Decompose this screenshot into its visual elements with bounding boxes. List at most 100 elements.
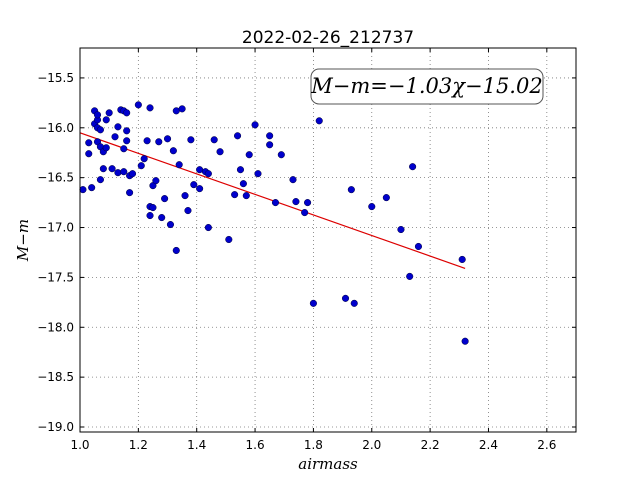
data-point — [134, 101, 142, 109]
x-tick-labels: 1.0 1.2 1.4 1.6 1.8 2.0 2.2 2.4 2.6 — [70, 438, 556, 452]
data-point — [236, 166, 245, 174]
data-point — [231, 191, 239, 199]
data-point — [105, 109, 113, 117]
data-point — [123, 109, 131, 117]
data-point — [242, 192, 250, 200]
grid — [79, 48, 576, 432]
x-tick-label: 1.2 — [129, 438, 148, 452]
data-point — [190, 181, 198, 189]
data-point — [166, 220, 174, 229]
data-point — [225, 235, 233, 244]
data-point — [143, 137, 151, 145]
data-point — [114, 123, 122, 131]
data-point — [397, 225, 405, 234]
x-tick-label: 2.6 — [537, 438, 556, 452]
data-point — [184, 207, 192, 215]
data-point — [155, 138, 163, 146]
data-point — [304, 199, 312, 207]
y-tick-label: −19.0 — [37, 420, 74, 434]
y-tick-label: −16.5 — [37, 171, 74, 185]
x-tick-label: 1.0 — [70, 438, 89, 452]
data-point — [266, 141, 274, 149]
data-point — [254, 170, 262, 178]
data-point — [301, 209, 309, 217]
data-point — [158, 214, 166, 222]
x-tick-label: 1.6 — [246, 438, 265, 452]
data-point — [216, 148, 224, 156]
data-point — [292, 198, 300, 206]
y-tick-label: −18.5 — [37, 370, 74, 384]
data-point — [458, 255, 466, 263]
data-point — [114, 169, 122, 177]
data-point — [96, 126, 104, 134]
data-point — [204, 223, 212, 232]
data-point — [266, 132, 274, 140]
data-point — [271, 199, 280, 207]
data-point — [309, 299, 317, 307]
fit-equation: M−m=−1.03χ−15.02 — [310, 74, 542, 98]
y-tick-labels: −15.5 −16.0 −16.5 −17.0 −17.5 −18.0 −18.5 −19.0 — [37, 71, 74, 434]
y-tick-label: −18.0 — [37, 320, 74, 334]
points-layer — [79, 101, 469, 345]
data-point — [204, 170, 212, 178]
y-axis-label: M−m — [14, 219, 32, 262]
data-point — [123, 127, 131, 135]
data-point — [96, 176, 104, 184]
equation-box: M−m=−1.03χ−15.02 — [310, 68, 544, 105]
data-point — [461, 337, 469, 345]
y-tick-label: −16.0 — [37, 121, 74, 135]
data-point — [289, 176, 297, 184]
data-point — [234, 132, 242, 140]
data-point — [187, 136, 195, 144]
data-point — [277, 151, 285, 159]
data-point — [210, 136, 218, 144]
x-tick-label: 1.8 — [304, 438, 323, 452]
y-tick-label: −17.5 — [37, 270, 74, 284]
data-point — [161, 195, 169, 203]
data-point — [128, 170, 137, 178]
data-point — [315, 117, 323, 125]
x-tick-label: 1.4 — [187, 438, 206, 452]
plot-frame — [79, 47, 577, 433]
data-point — [245, 151, 253, 159]
data-point — [102, 116, 110, 124]
data-point — [137, 162, 145, 170]
data-point — [111, 133, 119, 141]
data-point — [406, 272, 414, 280]
data-point — [382, 194, 390, 202]
data-point — [172, 246, 180, 255]
ticks — [79, 48, 576, 432]
y-tick-label: −17.0 — [37, 221, 74, 235]
data-point — [347, 186, 355, 194]
y-tick-label: −15.5 — [37, 71, 74, 85]
data-point — [169, 147, 177, 155]
data-point — [108, 165, 116, 173]
data-point — [88, 184, 96, 192]
x-tick-label: 2.4 — [479, 438, 498, 452]
data-point — [123, 137, 131, 145]
chart-title: 2022-02-26_212737 — [242, 28, 414, 48]
data-point — [146, 212, 154, 220]
data-point — [341, 294, 350, 302]
data-point — [368, 203, 376, 211]
data-point — [99, 165, 107, 173]
data-point — [196, 185, 204, 193]
data-point — [350, 299, 358, 307]
data-point — [140, 155, 148, 163]
data-point — [414, 242, 422, 251]
data-point — [152, 177, 160, 185]
x-tick-label: 2.0 — [362, 438, 381, 452]
data-point — [409, 163, 417, 171]
data-point — [149, 204, 157, 212]
data-point — [146, 104, 154, 112]
data-point — [93, 111, 102, 119]
data-point — [239, 180, 247, 188]
data-point — [85, 139, 93, 147]
data-point — [178, 105, 186, 113]
x-axis-label: airmass — [298, 455, 358, 473]
equation-box-frame — [310, 68, 544, 105]
data-point — [181, 192, 189, 200]
data-point — [163, 135, 172, 143]
data-point — [120, 168, 128, 176]
